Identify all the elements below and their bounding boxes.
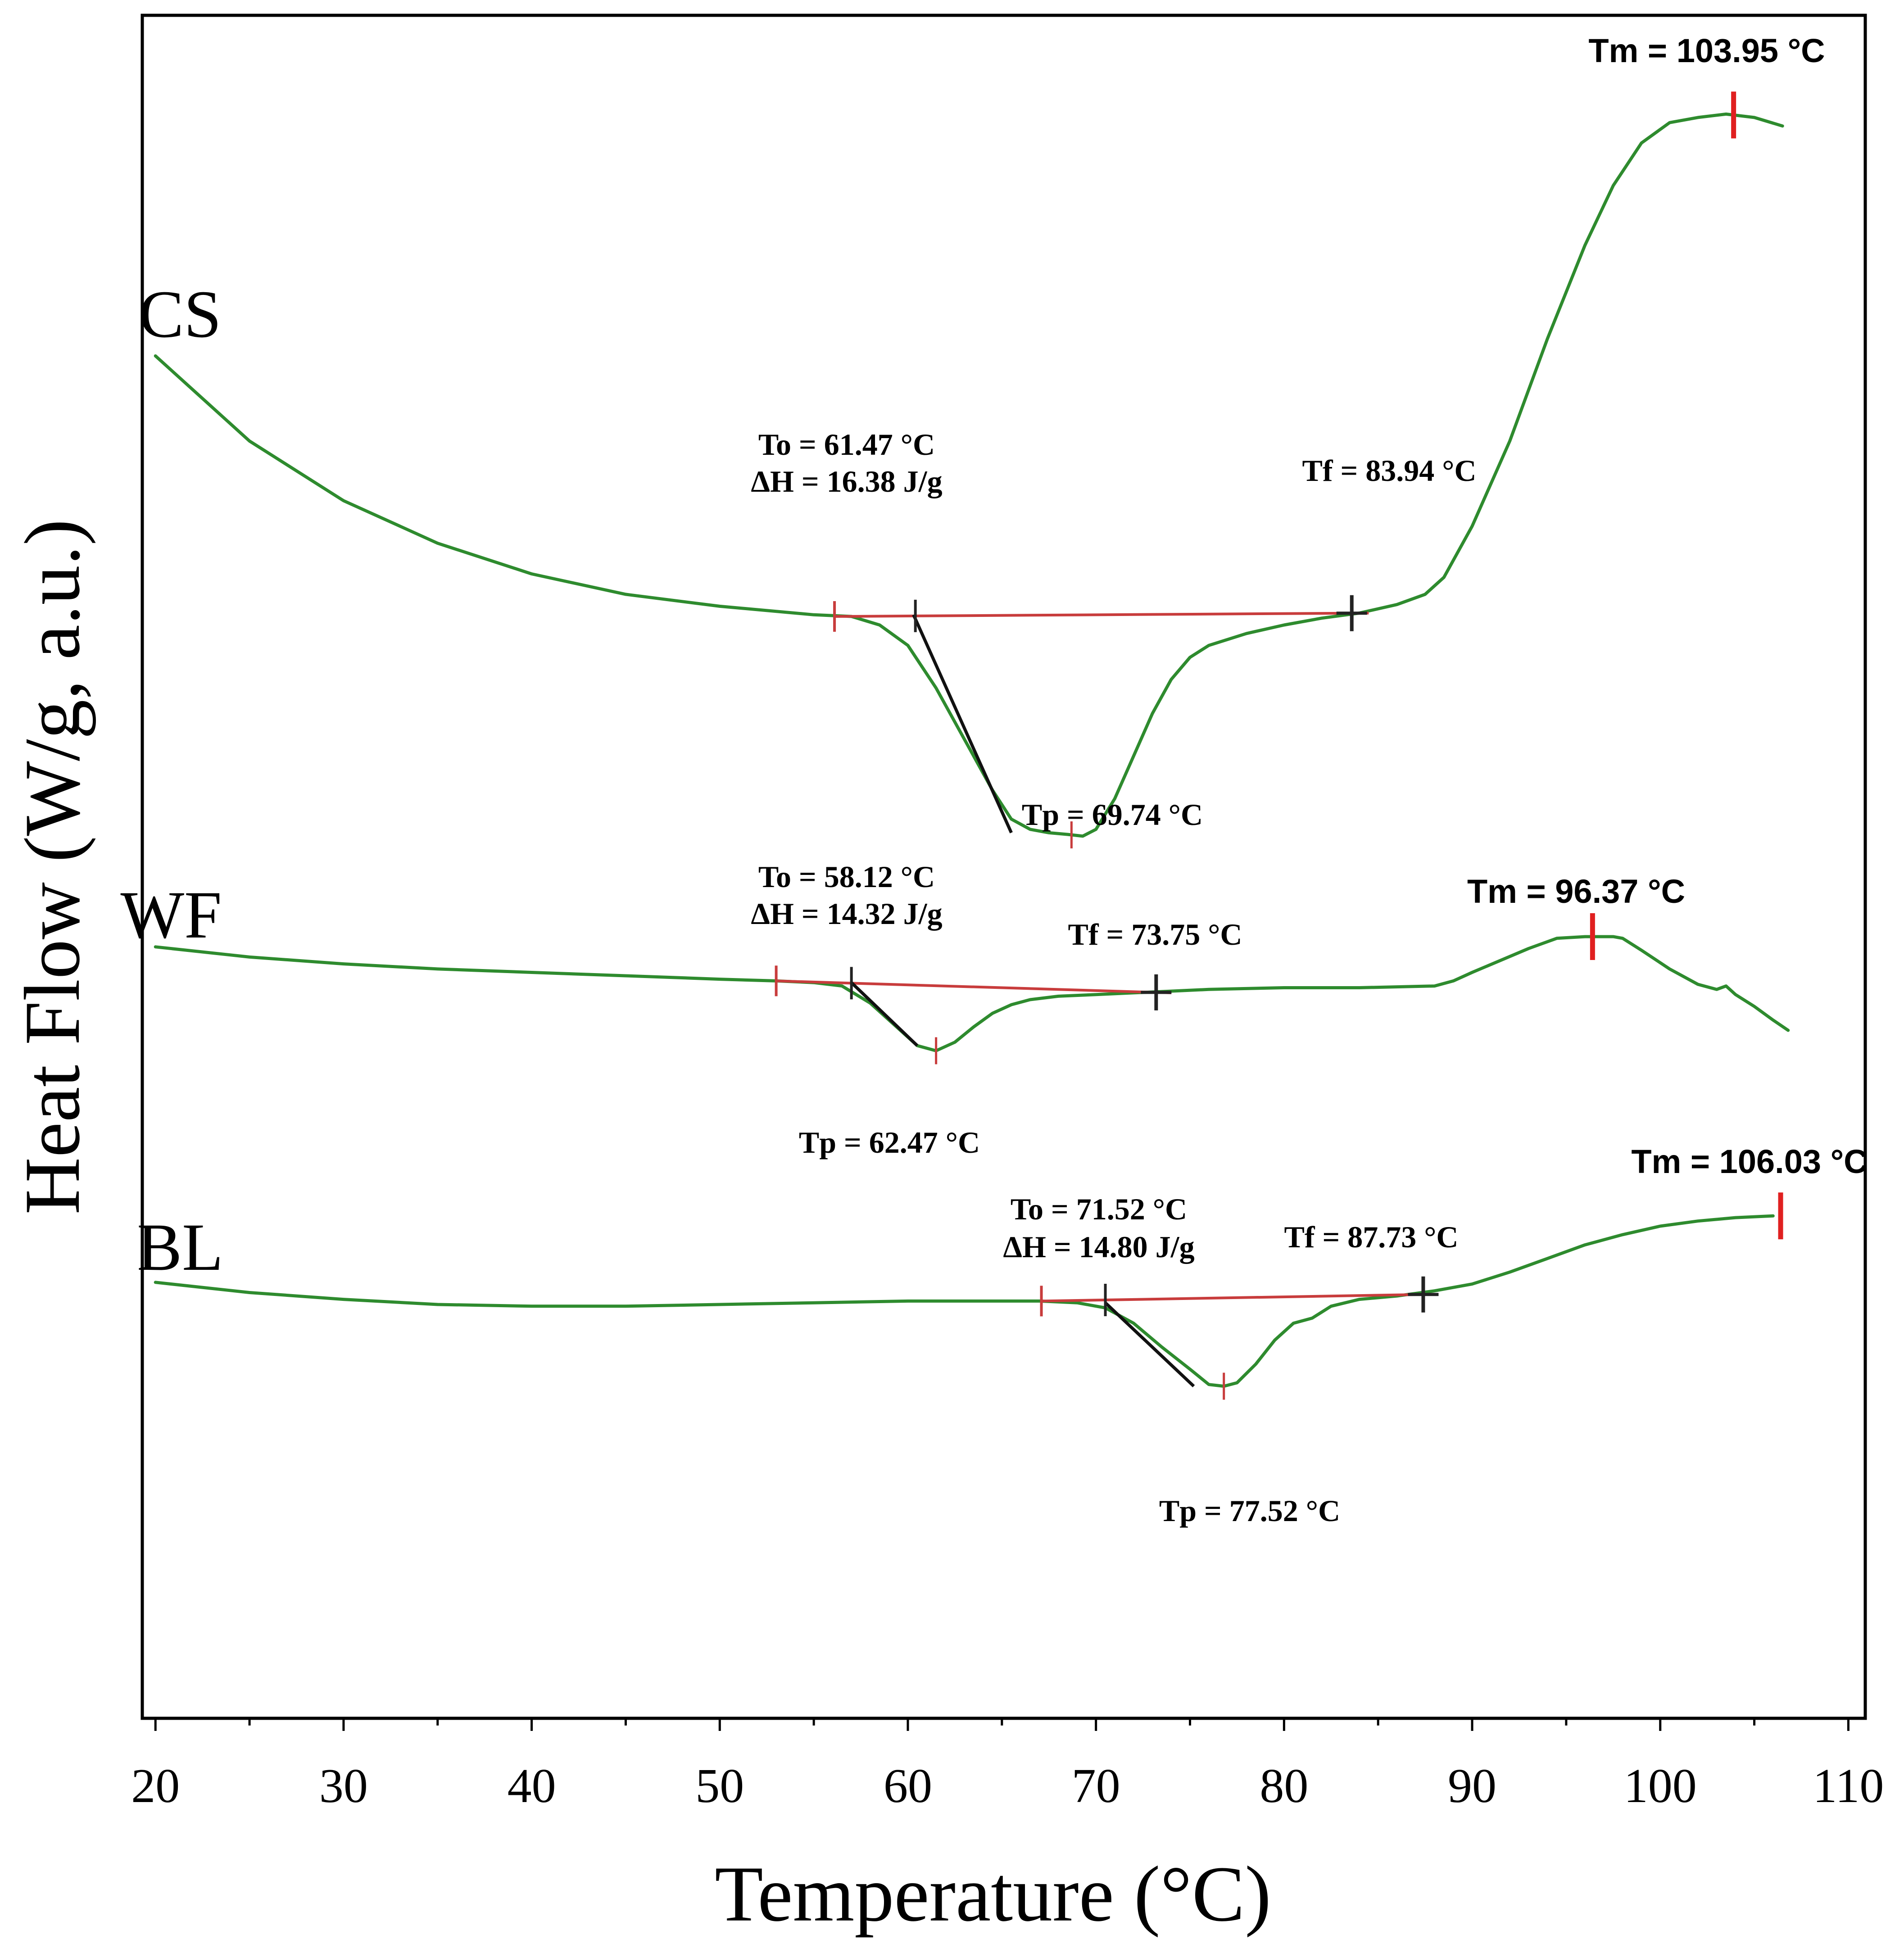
series-line — [154, 1214, 1775, 1388]
x-tick-label: 60 — [884, 1759, 932, 1813]
x-tick-label: 110 — [1813, 1759, 1884, 1813]
series-layer — [154, 91, 1790, 1400]
x-tick-label: 30 — [319, 1759, 368, 1813]
enthalpy-label: ΔH = 16.38 J/g — [751, 464, 942, 498]
series-bl — [154, 1192, 1783, 1400]
series-line — [154, 112, 1784, 838]
onset-temperature-label: To = 71.52 °C — [1011, 1192, 1187, 1226]
melting-temperature-label: Tm = 106.03 °C — [1631, 1143, 1868, 1180]
onset-temperature-label: To = 58.12 °C — [758, 860, 935, 894]
plot-frame — [141, 14, 1867, 1720]
melting-temperature-label: Tm = 103.95 °C — [1588, 32, 1825, 69]
endset-temperature-label: Tf = 87.73 °C — [1284, 1220, 1458, 1254]
melting-temperature-label: Tm = 96.37 °C — [1467, 873, 1685, 910]
peak-temperature-label: Tp = 69.74 °C — [1022, 797, 1203, 832]
tangent-line — [1104, 1301, 1195, 1388]
series-line — [154, 935, 1790, 1052]
baseline-line — [834, 611, 1369, 618]
x-tick-label: 20 — [131, 1759, 180, 1813]
x-tick-label: 100 — [1624, 1759, 1697, 1813]
peak-temperature-label: Tp = 77.52 °C — [1159, 1494, 1340, 1528]
onset-temperature-label: To = 61.47 °C — [758, 427, 935, 462]
endset-temperature-label: Tf = 73.75 °C — [1068, 917, 1242, 951]
x-tick-label: 40 — [508, 1759, 556, 1813]
series-label: WF — [121, 878, 222, 952]
label-layer: CS To = 61.47 °CΔH = 16.38 J/g Tf = 83.94 … — [121, 32, 1868, 1528]
baseline-line — [776, 979, 1171, 994]
baseline-line — [1041, 1293, 1435, 1303]
peak-temperature-label: Tp = 62.47 °C — [799, 1125, 980, 1159]
enthalpy-label: ΔH = 14.32 J/g — [751, 897, 942, 931]
x-axis-title: Temperature (°C) — [715, 1850, 1271, 1938]
x-tick-label: 90 — [1448, 1759, 1496, 1813]
series-label: CS — [139, 277, 221, 352]
endset-temperature-label: Tf = 83.94 °C — [1302, 453, 1476, 488]
series-cs — [154, 91, 1784, 849]
y-axis-title: Heat Flow (W/g, a.u.) — [9, 519, 96, 1214]
series-label: BL — [137, 1210, 223, 1285]
series-wf — [154, 913, 1790, 1064]
x-tick-label: 80 — [1260, 1759, 1308, 1813]
enthalpy-label: ΔH = 14.80 J/g — [1003, 1230, 1194, 1264]
tangent-line — [850, 981, 919, 1047]
x-tick-label: 50 — [695, 1759, 744, 1813]
x-tick-label: 70 — [1072, 1759, 1120, 1813]
x-axis-ticks: 20 30 40 50 60 70 80 90 100 110 — [131, 1718, 1884, 1813]
tangent-line — [912, 614, 1013, 833]
